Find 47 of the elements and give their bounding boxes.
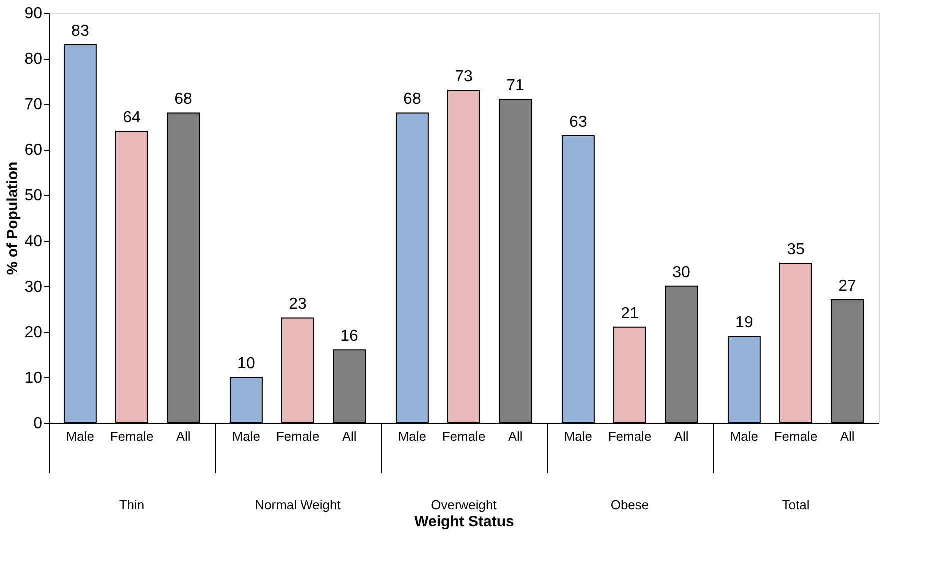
text: Female [276,429,320,444]
data-label: 27 [838,278,857,295]
y-tick-label: 90 [24,6,43,22]
x-tick-label: Normal Weight [255,498,342,512]
data-label: 23 [289,296,307,314]
text: Female [774,429,818,444]
data-label: 16 [340,328,359,346]
series-label: Female [608,429,652,444]
text: All [674,429,689,444]
data-label: 30 [672,264,691,282]
x-axis-title: Weight Status [414,514,514,530]
y-tick-label: 80 [24,51,43,68]
data-label: 71 [506,78,525,95]
data-label: 68 [404,91,422,108]
text: All [840,429,855,444]
x-tick-label: Overweight [431,498,498,512]
series-label: Male [66,429,95,444]
text: All [342,429,357,444]
text: Male [398,429,427,444]
data-label: 19 [736,314,754,332]
data-label: 64 [123,109,141,126]
y-tick-label: 70 [24,96,43,114]
data-label: 63 [570,114,588,131]
text: Male [730,429,759,444]
y-axis-title: % of Population [4,162,22,276]
text: Male [564,429,593,444]
data-label: 83 [72,22,90,40]
y-tick-label: 20 [24,324,43,342]
text: Female [442,429,486,444]
y-tick-label: 10 [24,370,43,387]
x-tick-label: Total [782,498,810,512]
data-label: 68 [174,91,193,108]
text: All [508,429,523,444]
data-label: 73 [455,68,473,86]
text: Male [232,429,261,444]
y-tick-label: 40 [24,233,43,250]
data-label: 10 [238,355,256,372]
x-tick-label: Obese [610,498,650,512]
series-label: All [176,429,191,444]
y-tick-label: 60 [24,142,43,160]
y-tick-label: 0 [34,416,43,432]
x-tick-label: Thin [119,498,145,512]
text: Female [110,429,154,444]
data-label: 35 [787,242,805,259]
y-tick-label: 50 [24,188,43,205]
y-tick-label: 30 [24,278,43,296]
data-label: 21 [621,305,639,322]
